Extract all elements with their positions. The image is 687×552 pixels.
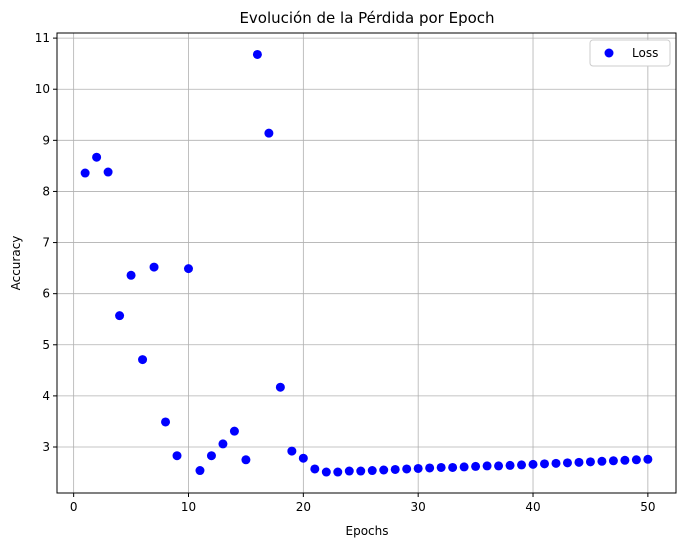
y-tick-label: 5	[42, 338, 50, 352]
data-point	[92, 152, 102, 162]
data-point	[321, 467, 331, 477]
data-point	[229, 426, 239, 436]
data-point	[528, 459, 538, 469]
data-point	[218, 439, 228, 449]
data-point	[126, 270, 136, 280]
data-point	[206, 451, 216, 461]
legend-marker	[604, 48, 614, 58]
x-tick-label: 50	[640, 500, 655, 514]
data-point	[172, 451, 182, 461]
data-point	[390, 464, 400, 474]
x-tick-label: 30	[411, 500, 426, 514]
data-point	[597, 456, 607, 466]
data-point	[620, 455, 630, 465]
data-point	[161, 417, 171, 427]
data-point	[356, 466, 366, 476]
data-point	[402, 464, 412, 474]
data-point	[608, 456, 618, 466]
data-point	[298, 453, 308, 463]
y-tick-label: 10	[35, 82, 50, 96]
data-point	[471, 461, 481, 471]
data-point	[264, 128, 274, 138]
data-point	[241, 455, 251, 465]
y-axis-label: Accuracy	[9, 236, 23, 291]
data-point	[585, 457, 595, 467]
x-tick-label: 40	[525, 500, 540, 514]
data-point	[436, 462, 446, 472]
data-points	[80, 49, 653, 477]
data-point	[367, 466, 377, 476]
y-tick-label: 6	[42, 287, 50, 301]
x-axis-ticks: 0 10 20 30 40 50	[70, 493, 656, 514]
data-point	[551, 458, 561, 468]
data-point	[275, 382, 285, 392]
data-point	[103, 167, 113, 177]
x-tick-label: 10	[181, 500, 196, 514]
data-point	[413, 463, 423, 473]
legend-label: Loss	[632, 46, 658, 60]
data-point	[482, 461, 492, 471]
data-point	[643, 454, 653, 464]
x-axis-label: Epochs	[346, 524, 389, 538]
data-point	[574, 457, 584, 467]
data-point	[80, 168, 90, 178]
data-point	[540, 459, 550, 469]
gridlines	[57, 33, 676, 493]
data-point	[494, 461, 504, 471]
legend-box	[589, 39, 671, 67]
legend: Loss	[589, 39, 671, 67]
y-tick-label: 11	[35, 31, 50, 45]
data-point	[459, 462, 469, 472]
y-tick-label: 7	[42, 236, 50, 250]
y-axis-ticks: 3 4 5 6 7 8 9 10 11	[35, 31, 57, 454]
data-point	[379, 465, 389, 475]
plot-frame	[56, 32, 677, 494]
data-point	[505, 460, 515, 470]
data-point	[287, 446, 297, 456]
y-tick-label: 4	[42, 389, 50, 403]
chart-title: Evolución de la Pérdida por Epoch	[239, 9, 494, 27]
data-point	[115, 311, 125, 321]
x-tick-label: 20	[296, 500, 311, 514]
data-point	[448, 462, 458, 472]
data-point	[344, 466, 354, 476]
data-point	[183, 264, 193, 274]
data-point	[425, 463, 435, 473]
y-tick-label: 8	[42, 184, 50, 198]
data-point	[138, 355, 148, 365]
data-point	[333, 467, 343, 477]
data-point	[195, 466, 205, 476]
y-tick-label: 3	[42, 440, 50, 454]
x-tick-label: 0	[70, 500, 78, 514]
data-point	[562, 458, 572, 468]
data-point	[310, 464, 320, 474]
y-tick-label: 9	[42, 133, 50, 147]
data-point	[631, 455, 641, 465]
data-point	[252, 49, 262, 59]
data-point	[149, 262, 159, 272]
data-point	[517, 460, 527, 470]
